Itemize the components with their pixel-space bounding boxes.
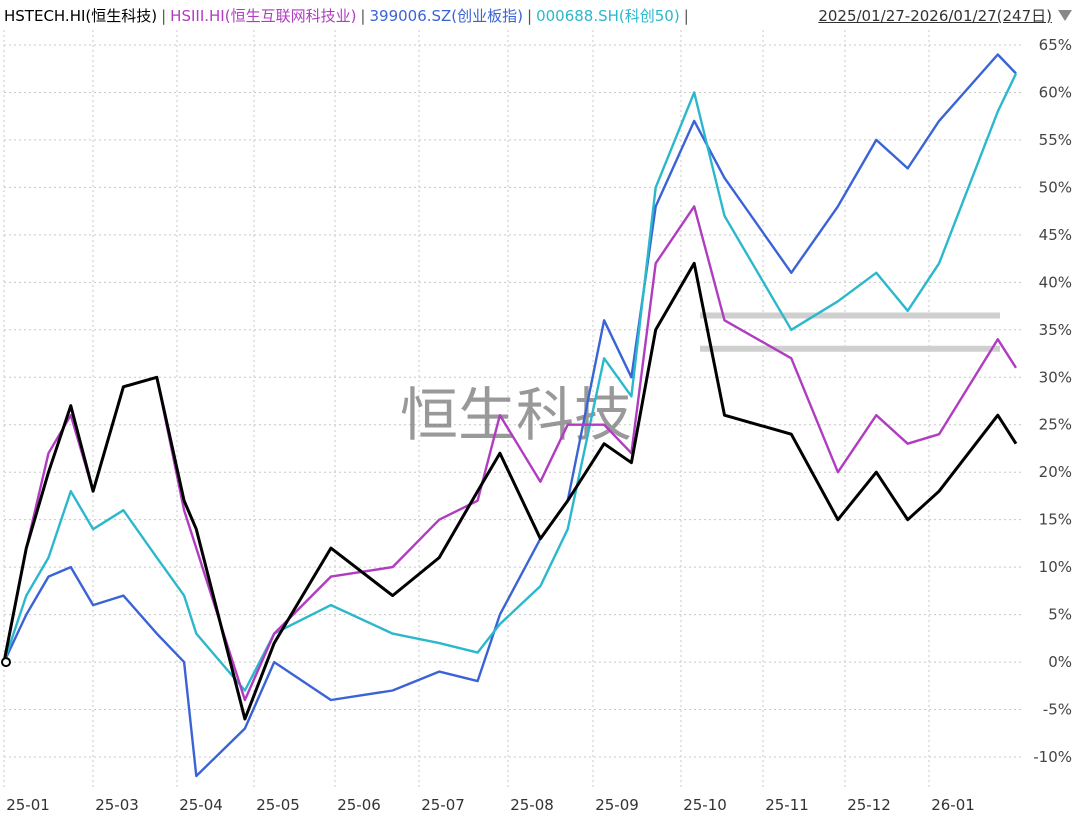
dropdown-caret-icon[interactable] — [1058, 10, 1072, 21]
x-tick-label: 25-07 — [421, 796, 465, 814]
legend-item[interactable]: 399006.SZ(创业板指) — [369, 7, 524, 25]
y-tick-label: 55% — [1039, 131, 1072, 149]
chart-legend: HSTECH.HI(恒生科技) | HSIII.HI(恒生互联网科技业) | 39900… — [4, 4, 693, 28]
y-tick-label: 35% — [1039, 321, 1072, 339]
y-tick-label: 50% — [1039, 178, 1072, 196]
x-tick-label: 25-05 — [256, 796, 300, 814]
legend-separator: | — [360, 7, 366, 25]
x-tick-label: 25-08 — [510, 796, 554, 814]
y-tick-label: 60% — [1039, 83, 1072, 101]
legend-item[interactable]: HSTECH.HI(恒生科技) — [4, 7, 158, 25]
x-tick-label: 25-04 — [179, 796, 223, 814]
x-tick-label: 25-11 — [765, 796, 809, 814]
legend-item[interactable]: HSIII.HI(恒生互联网科技业) — [170, 7, 357, 25]
x-tick-label: 25-06 — [337, 796, 381, 814]
x-tick-label: 25-12 — [847, 796, 891, 814]
legend-separator: | — [161, 7, 167, 25]
x-axis-labels: 25-01 25-03 25-04 25-05 25-06 25-07 25-08 25-09… — [6, 796, 975, 814]
legend-separator: | — [683, 7, 689, 25]
date-range-selector[interactable]: 2025/01/27-2026/01/27(247日) — [818, 7, 1052, 25]
x-tick-label: 25-03 — [95, 796, 139, 814]
y-tick-label: 30% — [1039, 368, 1072, 386]
x-tick-label: 25-09 — [595, 796, 639, 814]
y-tick-label: 20% — [1039, 463, 1072, 481]
x-tick-label: 25-01 — [6, 796, 50, 814]
y-tick-label: 40% — [1039, 273, 1072, 291]
series-line — [2, 261, 1018, 721]
origin-marker — [1, 657, 11, 668]
y-tick-label: -10% — [1033, 748, 1072, 766]
y-tick-label: 65% — [1039, 36, 1072, 54]
x-tick-label: 26-01 — [931, 796, 975, 814]
origin-point — [1, 657, 11, 668]
y-axis-labels: 65% 60% 55% 50% 45% 40% 35% 30% 25% 20% 15% 10% 5% 0%… — [1033, 36, 1072, 766]
reference-lines — [700, 312, 1000, 352]
series-lines — [2, 53, 1018, 778]
y-tick-label: 10% — [1039, 558, 1072, 576]
y-tick-label: 15% — [1039, 511, 1072, 529]
y-tick-label: 0% — [1048, 653, 1072, 671]
y-tick-label: 25% — [1039, 416, 1072, 434]
watermark-text: 恒生科技 — [400, 381, 632, 449]
series-line — [2, 72, 1018, 692]
y-tick-label: -5% — [1043, 701, 1072, 719]
grid-lines — [3, 30, 1024, 787]
y-tick-label: 5% — [1048, 606, 1072, 624]
y-tick-label: 45% — [1039, 226, 1072, 244]
series-line — [2, 53, 1017, 778]
legend-item[interactable]: 000688.SH(科创50) — [536, 7, 680, 25]
x-tick-label: 25-10 — [683, 796, 727, 814]
legend-separator: | — [527, 7, 533, 25]
